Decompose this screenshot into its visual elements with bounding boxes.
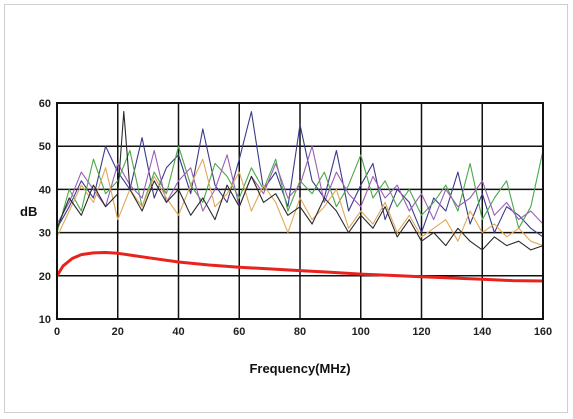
x-tick-label: 100 xyxy=(352,326,370,338)
x-axis-label: Frequency(MHz) xyxy=(249,361,350,376)
x-tick-label: 80 xyxy=(294,326,306,338)
x-tick-label: 0 xyxy=(54,326,60,338)
y-tick-label: 40 xyxy=(39,184,51,196)
x-tick-label: 40 xyxy=(172,326,184,338)
y-axis-label: dB xyxy=(20,204,37,219)
x-tick-label: 120 xyxy=(412,326,430,338)
y-tick-labels: 10 20 30 40 50 60 xyxy=(39,98,51,326)
y-tick-label: 10 xyxy=(39,314,51,326)
y-tick-label: 60 xyxy=(39,98,51,110)
y-tick-label: 20 xyxy=(39,271,51,283)
y-tick-label: 50 xyxy=(39,141,51,153)
x-tick-labels: 0 20 40 60 80 100 120 140 160 xyxy=(54,326,552,338)
x-tick-label: 20 xyxy=(112,326,124,338)
y-tick-label: 30 xyxy=(39,228,51,240)
x-tick-label: 160 xyxy=(534,326,552,338)
x-tick-label: 60 xyxy=(233,326,245,338)
x-tick-label: 140 xyxy=(473,326,491,338)
